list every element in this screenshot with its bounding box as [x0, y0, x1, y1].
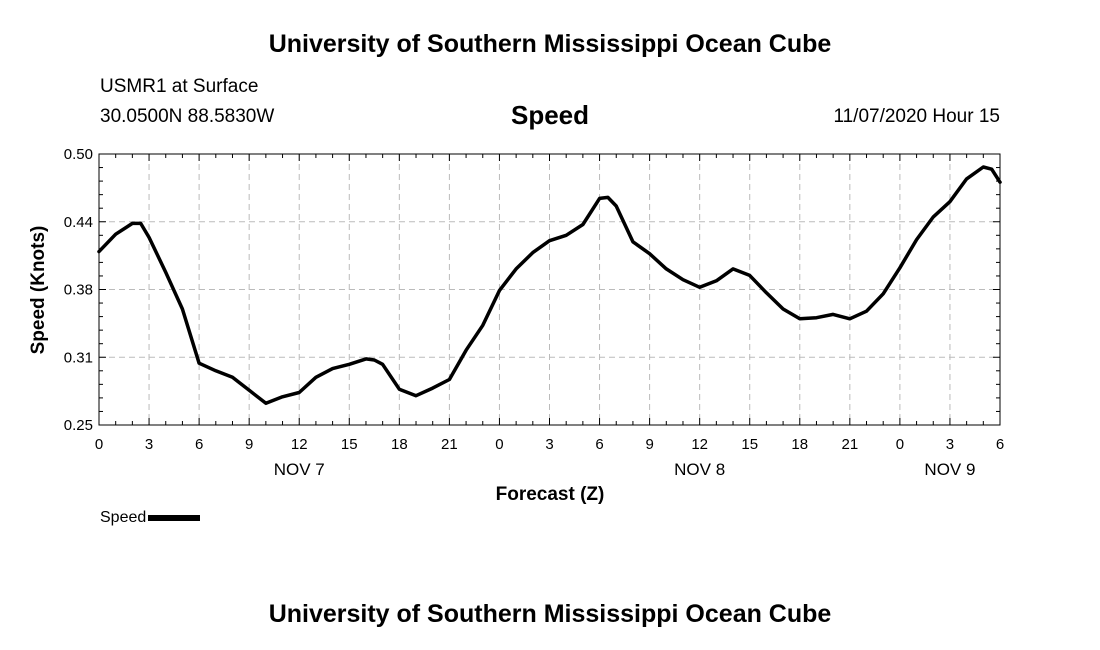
page-title: University of Southern Mississippi Ocean… — [268, 30, 832, 58]
x-tick-label: 9 — [645, 436, 653, 453]
forecast-datetime: 11/07/2020 Hour 15 — [833, 106, 1000, 127]
x-tick-label: 6 — [996, 436, 1004, 453]
plot-frame — [98, 153, 1001, 426]
legend-label: Speed — [100, 509, 147, 526]
chart-title: Speed — [510, 100, 590, 130]
x-tick-label: 12 — [291, 436, 308, 453]
day-label: NOV 9 — [924, 460, 975, 479]
x-tick-label: 12 — [691, 436, 708, 453]
y-tick-label: 0.25 — [64, 417, 93, 434]
x-tick-label: 18 — [791, 436, 808, 453]
x-tick-label: 3 — [145, 436, 153, 453]
x-tick-label: 3 — [545, 436, 553, 453]
x-tick-label: 6 — [195, 436, 203, 453]
x-tick-label: 18 — [391, 436, 408, 453]
x-tick-label: 6 — [595, 436, 603, 453]
day-label: NOV 7 — [274, 460, 325, 479]
series-layer — [97, 165, 1002, 406]
x-tick-label: 0 — [495, 436, 503, 453]
y-tick-label: 0.38 — [64, 282, 93, 299]
y-axis-label: Speed (Knots) — [28, 226, 49, 355]
x-tick-label: 15 — [741, 436, 758, 453]
legend: Speed — [100, 509, 201, 527]
legend-line-swatch — [148, 514, 201, 521]
y-tick-label: 0.50 — [64, 146, 93, 163]
x-tick-label: 0 — [896, 436, 904, 453]
station-label: USMR1 at Surface — [100, 76, 259, 97]
day-label: NOV 8 — [674, 460, 725, 479]
x-tick-label: 3 — [946, 436, 954, 453]
x-tick-label: 15 — [341, 436, 358, 453]
y-tick-label: 0.31 — [64, 349, 93, 366]
chart-axes: 0 3 6 9 12 15 18 21 0 3 6 9 12 15 18 21 0 3 6 0.25 0.31 0.38 0… — [64, 146, 1004, 479]
series-line-speed — [97, 165, 1002, 406]
footer-title: University of Southern Mississippi Ocean… — [268, 600, 832, 628]
coordinates-label: 30.0500N 88.5830W — [100, 106, 275, 127]
x-tick-label: 21 — [441, 436, 458, 453]
grid-lines — [99, 154, 1000, 425]
x-tick-label: 0 — [95, 436, 103, 453]
y-tick-label: 0.44 — [64, 214, 93, 231]
x-tick-label: 9 — [245, 436, 253, 453]
x-tick-label: 21 — [841, 436, 858, 453]
x-axis-label: Forecast (Z) — [496, 484, 605, 505]
